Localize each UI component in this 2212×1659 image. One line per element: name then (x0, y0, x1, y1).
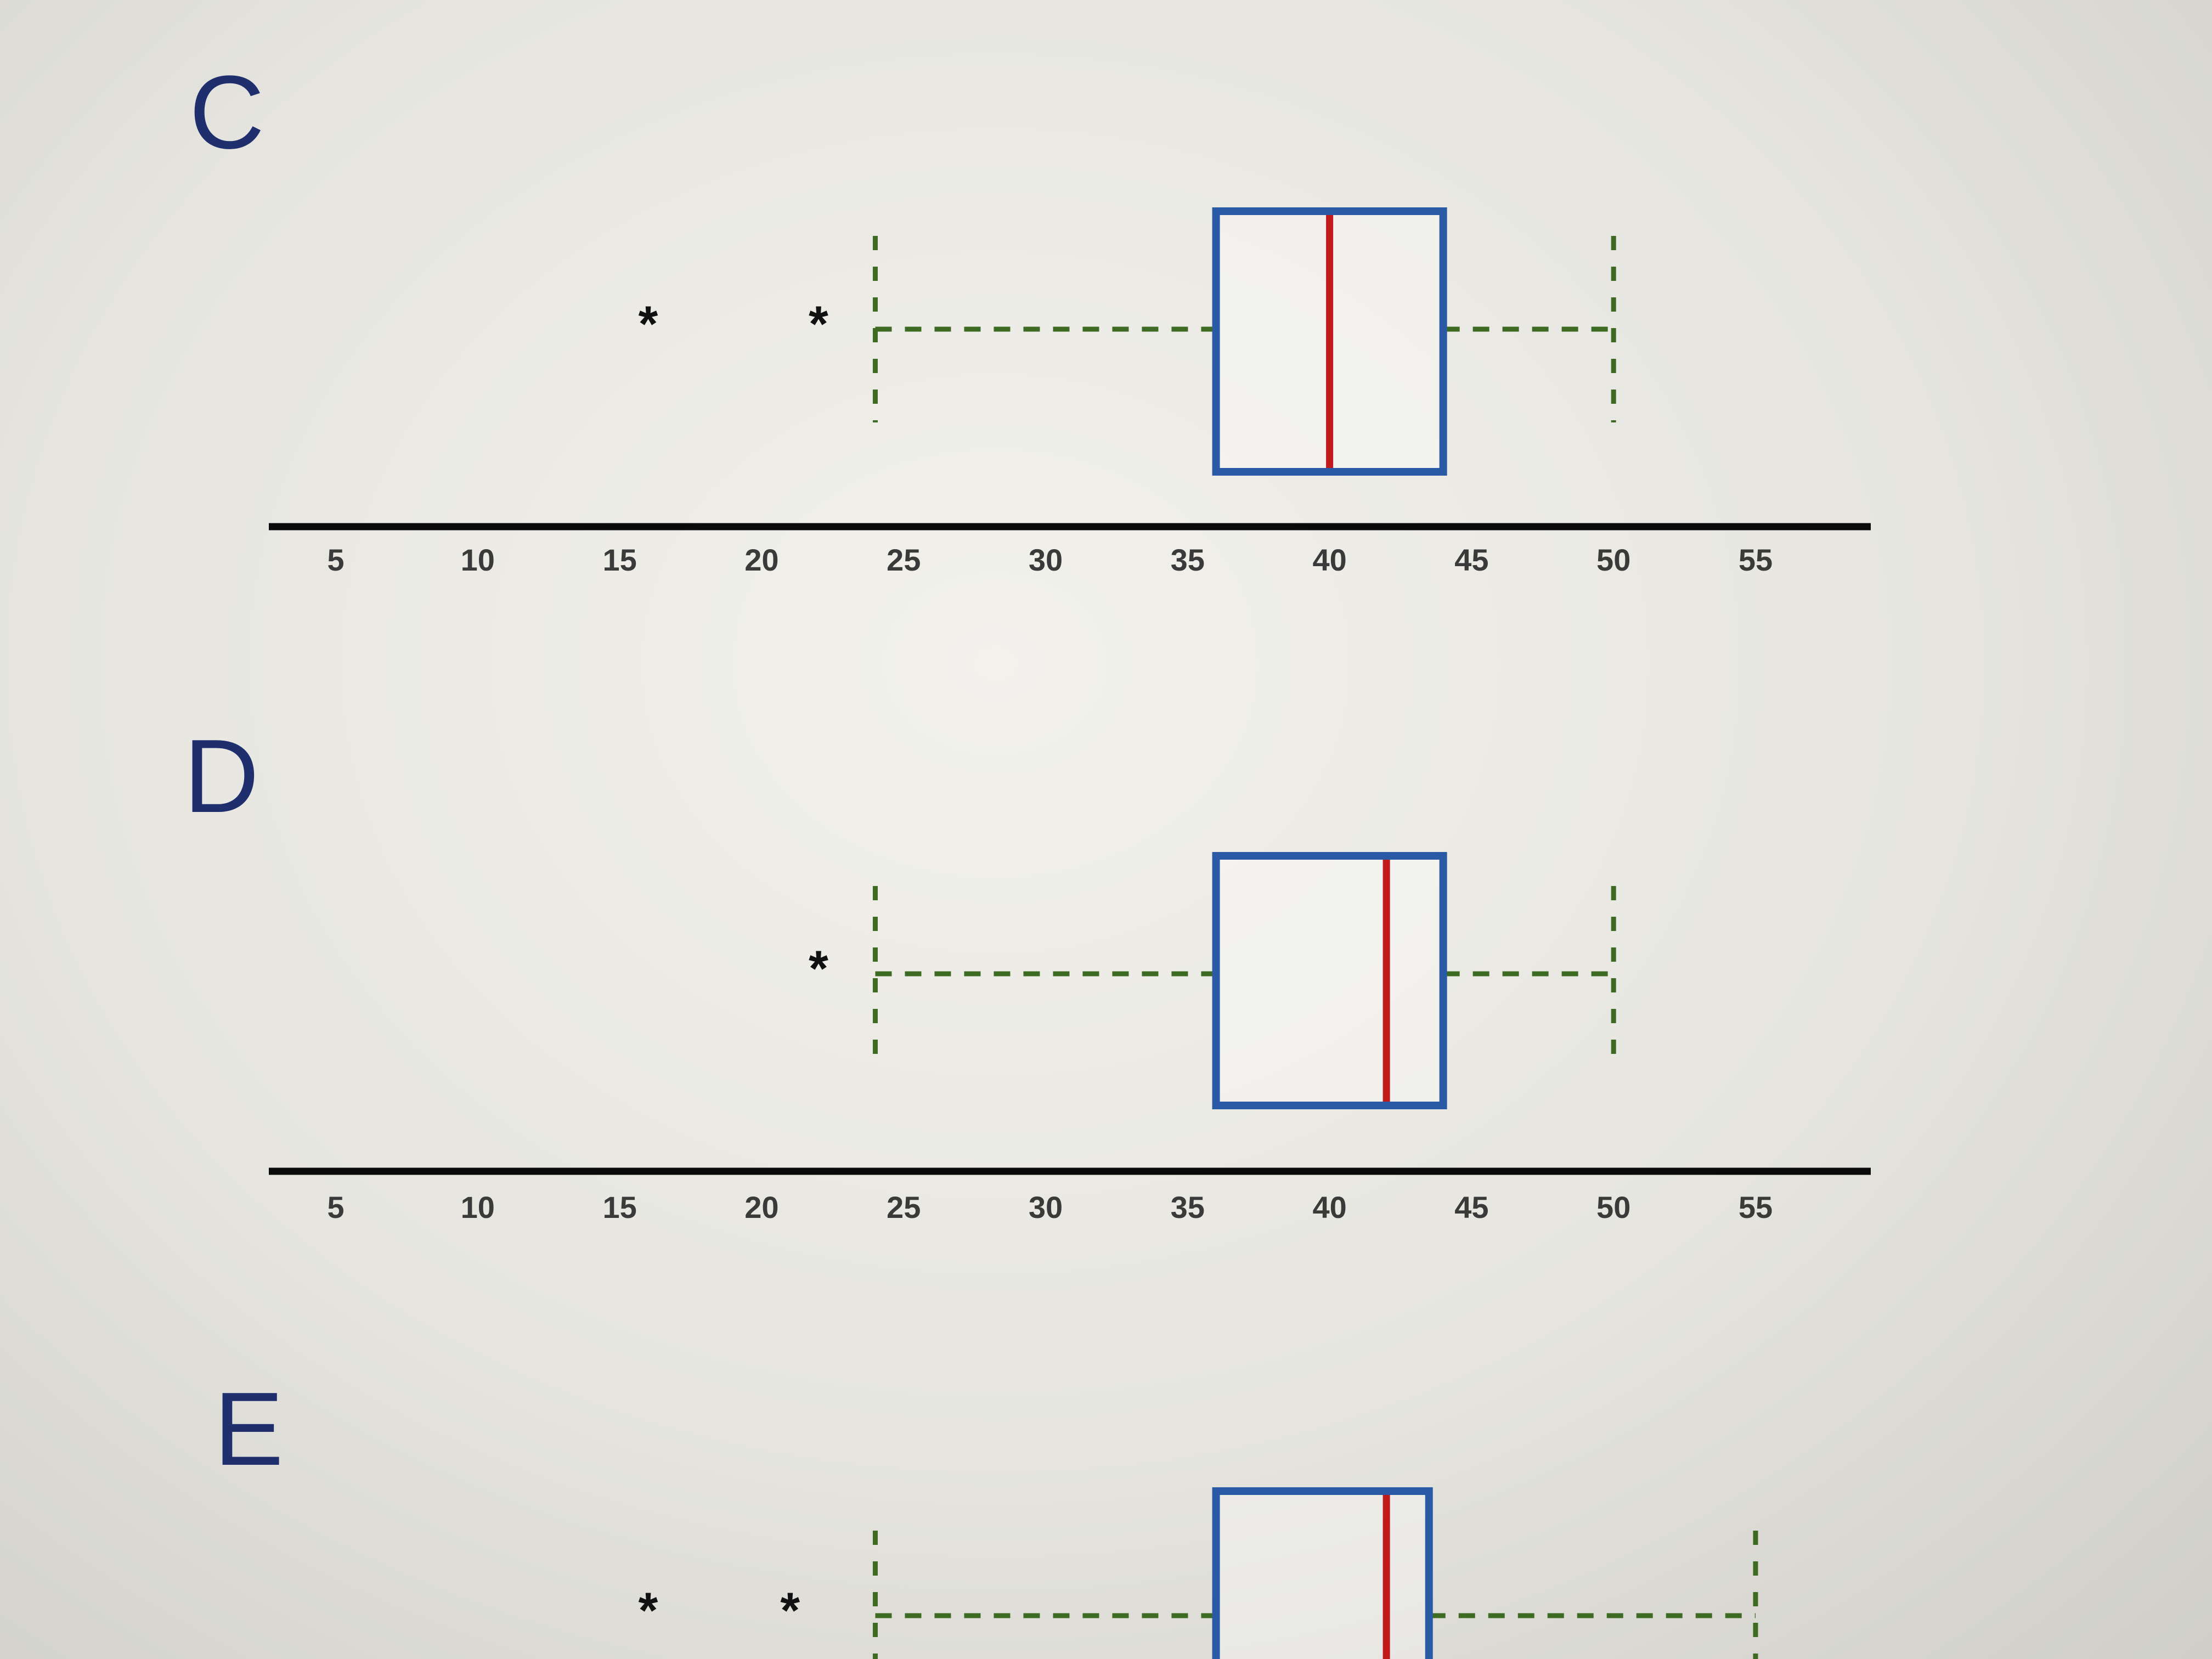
x-tick-label: 55 (1739, 543, 1773, 577)
x-tick-label: 20 (744, 1190, 778, 1224)
panel-label: D (184, 718, 259, 834)
x-tick-label: 55 (1739, 1190, 1773, 1224)
x-tick-label: 30 (1029, 543, 1063, 577)
x-tick-label: 40 (1312, 1190, 1346, 1224)
x-tick-label: 10 (461, 543, 495, 577)
x-tick-label: 35 (1171, 1190, 1205, 1224)
x-tick-label: 5 (327, 1190, 344, 1224)
x-tick-label: 5 (327, 543, 344, 577)
x-tick-label: 10 (461, 1190, 495, 1224)
x-tick-label: 50 (1596, 1190, 1630, 1224)
x-tick-label: 45 (1454, 543, 1488, 577)
panel-c: C * * 5 10 15 20 25 30 35 40 45 50 55 (189, 54, 1871, 577)
x-tick-label: 15 (602, 1190, 636, 1224)
x-tick-label: 45 (1454, 1190, 1488, 1224)
x-tick-label: 30 (1029, 1190, 1063, 1224)
outlier-point: * (809, 296, 828, 352)
x-tick-label: 50 (1596, 543, 1630, 577)
iqr-box (1212, 1487, 1433, 1659)
x-tick-label: 15 (602, 543, 636, 577)
x-tick-label: 20 (744, 543, 778, 577)
x-tick-label: 25 (887, 543, 921, 577)
outlier-point: * (638, 1583, 658, 1639)
outlier-point: * (809, 941, 828, 997)
x-tick-label: 25 (887, 1190, 921, 1224)
panel-d: D * 5 10 15 20 25 30 35 40 45 50 55 (184, 718, 1871, 1224)
x-tick-label: 40 (1312, 543, 1346, 577)
iqr-box (1212, 852, 1447, 1109)
x-tick-label: 35 (1171, 543, 1205, 577)
panel-e: E * * (214, 1371, 1758, 1659)
panel-label: C (189, 54, 264, 171)
outlier-point: * (638, 296, 658, 352)
panel-label: E (214, 1371, 284, 1487)
outlier-point: * (780, 1583, 800, 1639)
